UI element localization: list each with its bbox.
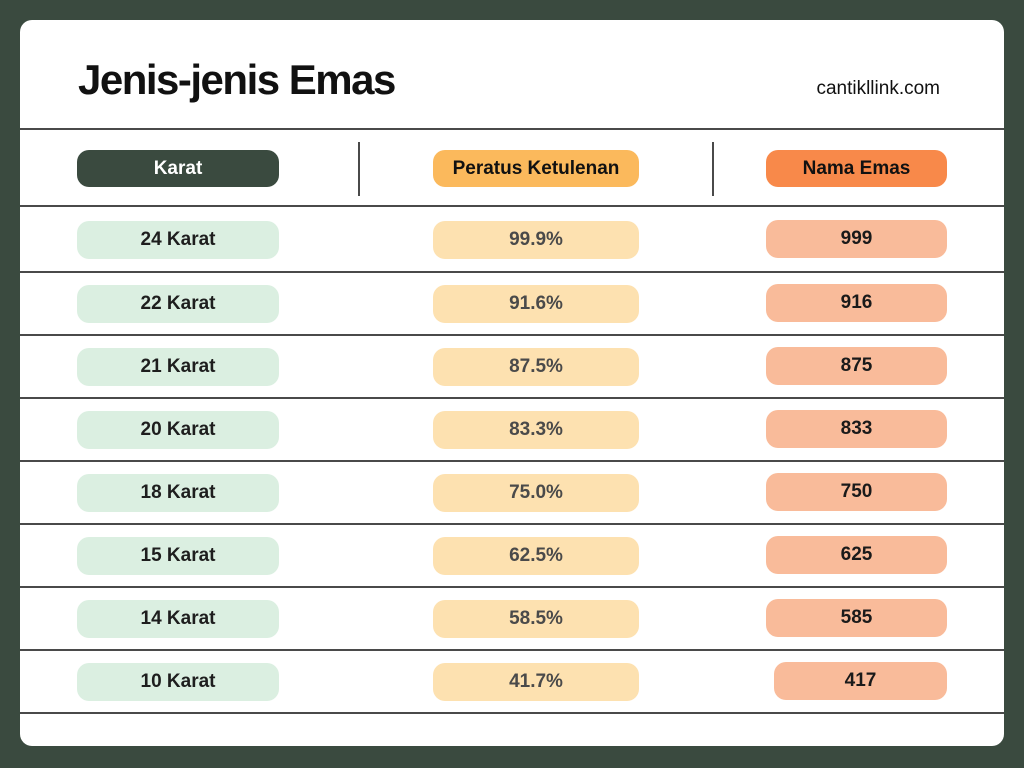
nama-emas-cell: 875 [766, 347, 947, 385]
peratus-ketulenan-cell: 41.7% [433, 663, 639, 701]
karat-cell: 18 Karat [77, 474, 279, 512]
nama-emas-cell: 417 [774, 662, 947, 700]
column-divider [712, 142, 714, 196]
peratus-ketulenan-cell: 75.0% [433, 474, 639, 512]
row-divider [20, 271, 1004, 273]
nama-emas-cell: 833 [766, 410, 947, 448]
gold-types-card: Jenis-jenis Emas cantikllink.com Karat P… [20, 20, 1004, 746]
nama-emas-cell: 625 [766, 536, 947, 574]
karat-cell: 10 Karat [77, 663, 279, 701]
nama-emas-cell: 916 [766, 284, 947, 322]
row-divider [20, 649, 1004, 651]
karat-cell: 15 Karat [77, 537, 279, 575]
nama-emas-cell: 750 [766, 473, 947, 511]
column-header-nama-emas: Nama Emas [766, 150, 947, 187]
peratus-ketulenan-cell: 99.9% [433, 221, 639, 259]
row-divider [20, 712, 1004, 714]
karat-cell: 22 Karat [77, 285, 279, 323]
peratus-ketulenan-cell: 62.5% [433, 537, 639, 575]
karat-cell: 21 Karat [77, 348, 279, 386]
peratus-ketulenan-cell: 87.5% [433, 348, 639, 386]
row-divider [20, 460, 1004, 462]
header-bottom-divider [20, 205, 1004, 207]
peratus-ketulenan-cell: 91.6% [433, 285, 639, 323]
row-divider [20, 586, 1004, 588]
row-divider [20, 334, 1004, 336]
page-title: Jenis-jenis Emas [78, 56, 396, 103]
karat-cell: 20 Karat [77, 411, 279, 449]
column-header-karat: Karat [77, 150, 279, 187]
row-divider [20, 523, 1004, 525]
nama-emas-cell: 585 [766, 599, 947, 637]
nama-emas-cell: 999 [766, 220, 947, 258]
peratus-ketulenan-cell: 58.5% [433, 600, 639, 638]
column-header-peratus-ketulenan: Peratus Ketulenan [433, 150, 639, 187]
site-watermark: cantikllink.com [816, 78, 940, 99]
peratus-ketulenan-cell: 83.3% [433, 411, 639, 449]
row-divider [20, 397, 1004, 399]
karat-cell: 14 Karat [77, 600, 279, 638]
karat-cell: 24 Karat [77, 221, 279, 259]
column-divider [358, 142, 360, 196]
header-top-divider [20, 128, 1004, 130]
